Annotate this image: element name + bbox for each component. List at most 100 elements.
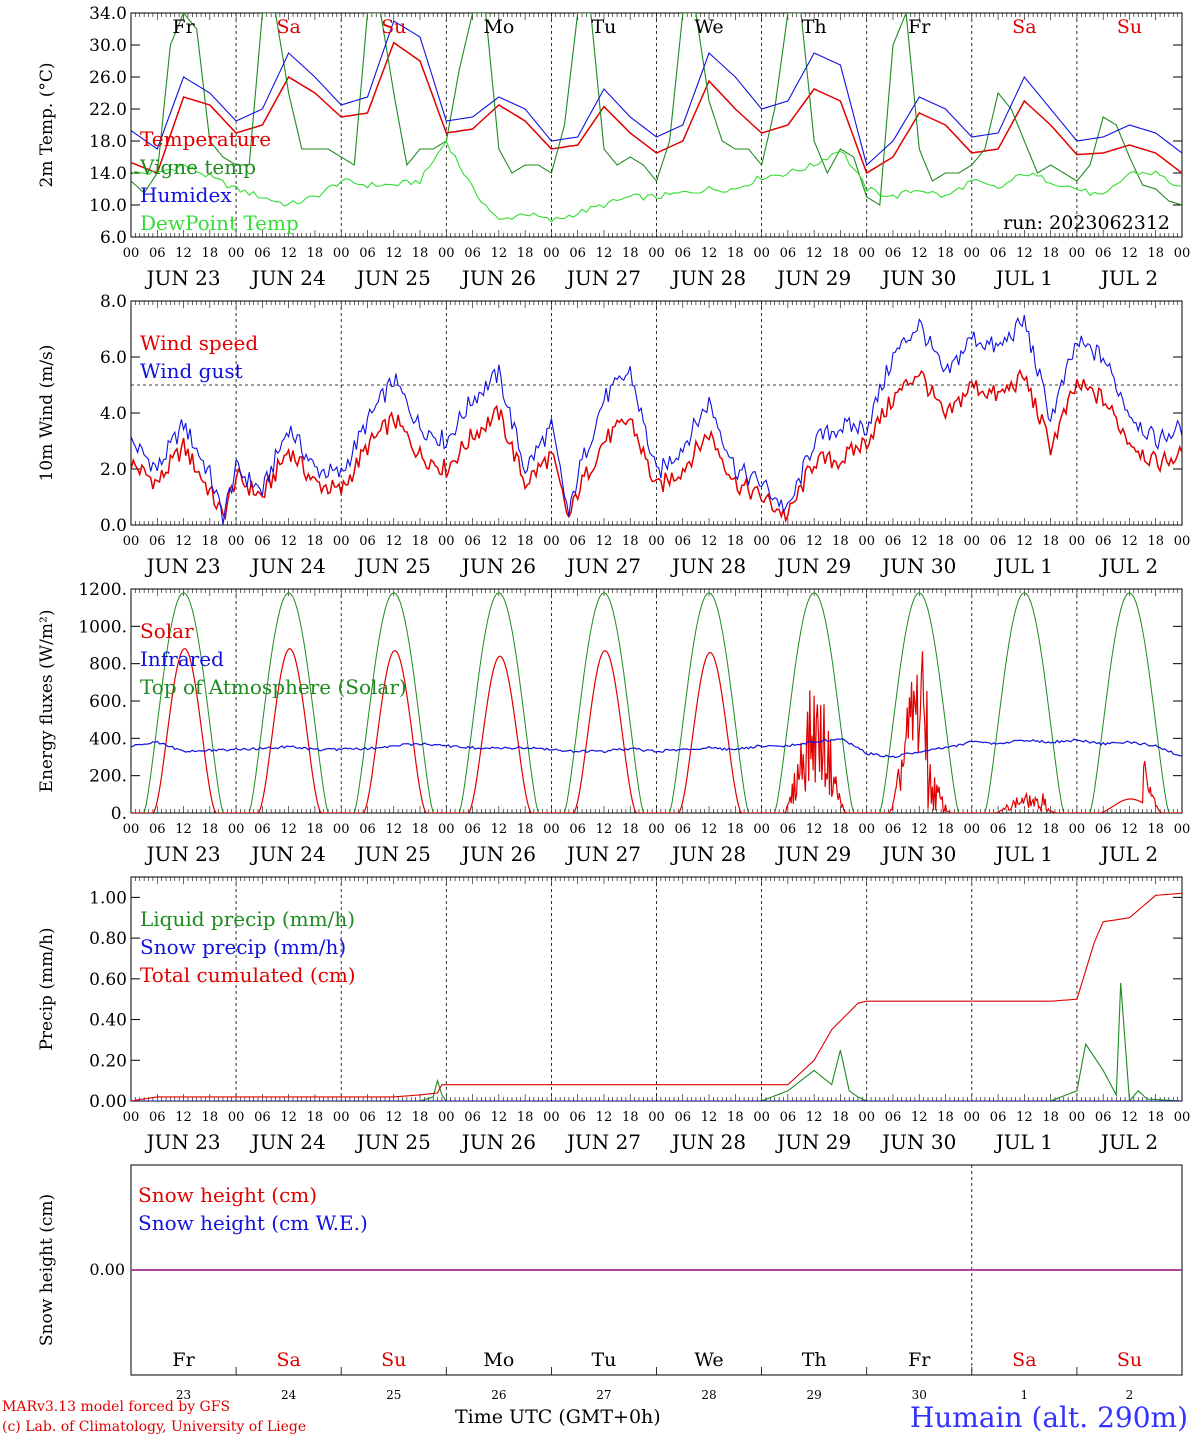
- x-day-number: 1: [1021, 1388, 1029, 1402]
- x-day-number: 23: [176, 1388, 191, 1402]
- x-hour-label: 00: [1069, 822, 1086, 837]
- y-tick-label: 8.0: [100, 292, 127, 312]
- x-hour-label: 06: [254, 822, 271, 837]
- x-date-label: JUN 24: [250, 554, 326, 578]
- x-hour-label: 06: [885, 1110, 902, 1125]
- x-hour-label: 00: [648, 1110, 665, 1125]
- x-hour-label: 12: [175, 822, 192, 837]
- x-hour-label: 18: [727, 1110, 744, 1125]
- x-date-label: JUN 26: [460, 554, 536, 578]
- station-name: Humain (alt. 290m): [909, 1401, 1188, 1434]
- series-humidex: [131, 20, 1182, 167]
- x-hour-label: 18: [832, 1110, 849, 1125]
- y-tick-label: 6.0: [100, 348, 127, 368]
- legend-entry: Top of Atmosphere (Solar): [140, 675, 407, 699]
- x-hour-label: 18: [517, 822, 534, 837]
- y-tick-label: 0.: [111, 804, 127, 824]
- y-tick-label: 34.0: [89, 4, 127, 24]
- series-group: [131, 592, 1182, 813]
- x-hour-label: 06: [1095, 1110, 1112, 1125]
- x-hour-label: 00: [228, 246, 245, 261]
- x-hour-label: 12: [596, 822, 613, 837]
- x-hour-label: 06: [359, 822, 376, 837]
- x-hour-label: 00: [123, 822, 140, 837]
- plot-frame: [130, 588, 1183, 814]
- x-hour-label: 06: [569, 246, 586, 261]
- x-date-label: JUN 25: [355, 266, 431, 290]
- x-hour-label: 12: [911, 534, 928, 549]
- x-hour-label: 18: [412, 822, 429, 837]
- x-hour-label: 18: [307, 822, 324, 837]
- x-hour-label: 06: [780, 822, 797, 837]
- y-axis-title: Precip (mm/h): [37, 927, 57, 1050]
- legend-entry: Vigne temp: [139, 155, 256, 179]
- x-hour-label: 12: [1121, 822, 1138, 837]
- x-hour-label: 06: [149, 822, 166, 837]
- y-tick-label: 0.00: [89, 1092, 127, 1112]
- x-hour-label: 00: [438, 246, 455, 261]
- x-hour-label: 06: [675, 1110, 692, 1125]
- x-hour-label: 18: [202, 246, 219, 261]
- x-date-label: JUL 2: [1099, 266, 1158, 290]
- x-hour-label: 12: [1121, 534, 1138, 549]
- y-axis-title: 10m Wind (m/s): [37, 345, 57, 482]
- x-hour-label: 12: [1121, 1110, 1138, 1125]
- x-hour-label: 00: [858, 534, 875, 549]
- legend-entry: Solar: [140, 619, 194, 643]
- panel-4: [130, 876, 1183, 1102]
- weekday-label: Su: [1117, 1349, 1142, 1371]
- series-temperature: [131, 41, 1182, 175]
- x-date-label: JUN 26: [460, 842, 536, 866]
- y-tick-label: 1.00: [89, 888, 127, 908]
- x-hour-label: 18: [727, 534, 744, 549]
- x-hour-label: 12: [596, 246, 613, 261]
- x-hour-label: 06: [990, 822, 1007, 837]
- credit-lab: (c) Lab. of Climatology, University of L…: [2, 1419, 307, 1435]
- x-date-label: JUN 27: [565, 842, 641, 866]
- x-hour-label: 06: [569, 534, 586, 549]
- x-hour-label: 00: [543, 246, 560, 261]
- x-hour-label: 06: [885, 534, 902, 549]
- y-tick-label: 4.0: [100, 404, 127, 424]
- x-hour-label: 18: [832, 246, 849, 261]
- x-date-label: JUL 2: [1099, 842, 1158, 866]
- x-date-label: JUN 27: [565, 266, 641, 290]
- weekday-label: Th: [802, 1349, 827, 1371]
- panel-3: [130, 588, 1183, 814]
- x-hour-label: 00: [964, 534, 981, 549]
- x-hour-label: 12: [385, 1110, 402, 1125]
- weekday-label: Sa: [276, 16, 300, 38]
- x-hour-label: 06: [1095, 822, 1112, 837]
- y-tick-label: 22.0: [89, 100, 127, 120]
- weekday-label: Fr: [172, 16, 195, 38]
- x-hour-label: 18: [412, 246, 429, 261]
- y-tick-label: 1200.: [78, 580, 127, 600]
- y-axis-title: 2m Temp. (°C): [37, 62, 57, 187]
- x-date-label: JUN 26: [460, 1130, 536, 1154]
- x-day-number: 30: [912, 1388, 927, 1402]
- weekday-label: Tu: [591, 16, 616, 38]
- x-hour-label: 00: [1174, 822, 1191, 837]
- x-hour-label: 06: [1095, 534, 1112, 549]
- x-hour-label: 18: [202, 1110, 219, 1125]
- x-hour-label: 12: [1016, 246, 1033, 261]
- x-day-number: 28: [701, 1388, 716, 1402]
- x-day-number: 29: [807, 1388, 822, 1402]
- x-date-label: JUL 2: [1099, 1130, 1158, 1154]
- weekday-label: Tu: [591, 1349, 616, 1371]
- weekday-label: Sa: [276, 1349, 300, 1371]
- x-hour-label: 12: [701, 534, 718, 549]
- x-hour-label: 00: [543, 534, 560, 549]
- legend-entry: Liquid precip (mm/h): [140, 907, 355, 931]
- x-hour-label: 12: [491, 822, 508, 837]
- x-date-label: JUN 23: [144, 266, 220, 290]
- weekday-label: Su: [1117, 16, 1142, 38]
- x-hour-label: 00: [1069, 1110, 1086, 1125]
- series-group: [131, 314, 1182, 525]
- x-hour-label: 06: [990, 246, 1007, 261]
- y-axis-title: Snow height (cm): [37, 1194, 57, 1346]
- series-dewpoint-temp: [131, 140, 1182, 223]
- x-hour-label: 00: [753, 534, 770, 549]
- x-hour-label: 00: [753, 246, 770, 261]
- x-hour-label: 00: [1174, 534, 1191, 549]
